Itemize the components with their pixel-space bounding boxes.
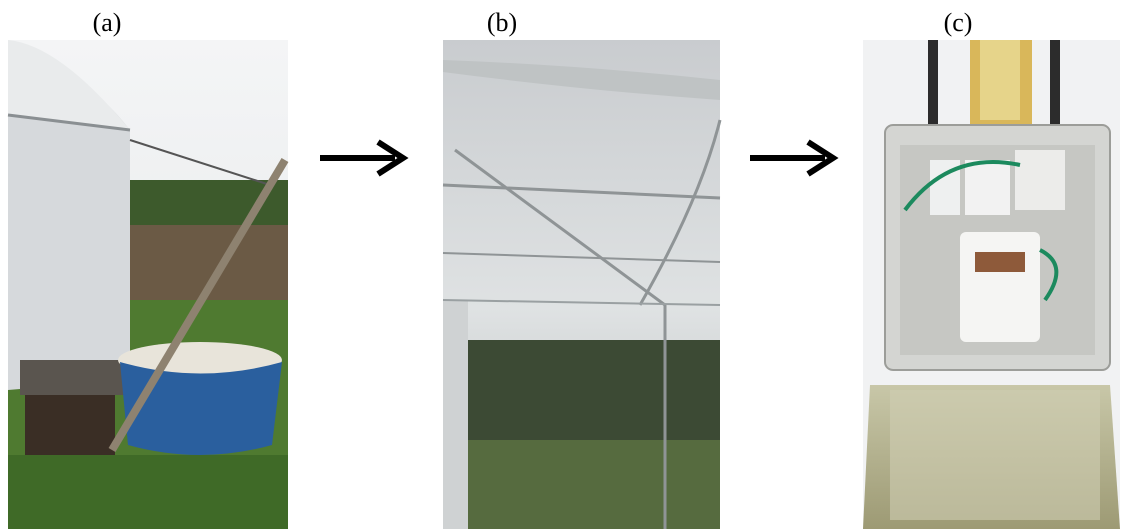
figure: (a) (b) (c) bbox=[0, 0, 1121, 529]
panel-label: (b) bbox=[487, 8, 517, 37]
photo-a bbox=[8, 40, 288, 529]
photo-b bbox=[443, 40, 720, 529]
arrow bbox=[750, 142, 833, 174]
panel-label: (a) bbox=[93, 8, 122, 37]
photo-c bbox=[863, 40, 1120, 529]
panel-label: (c) bbox=[944, 8, 973, 37]
arrow bbox=[320, 142, 403, 174]
